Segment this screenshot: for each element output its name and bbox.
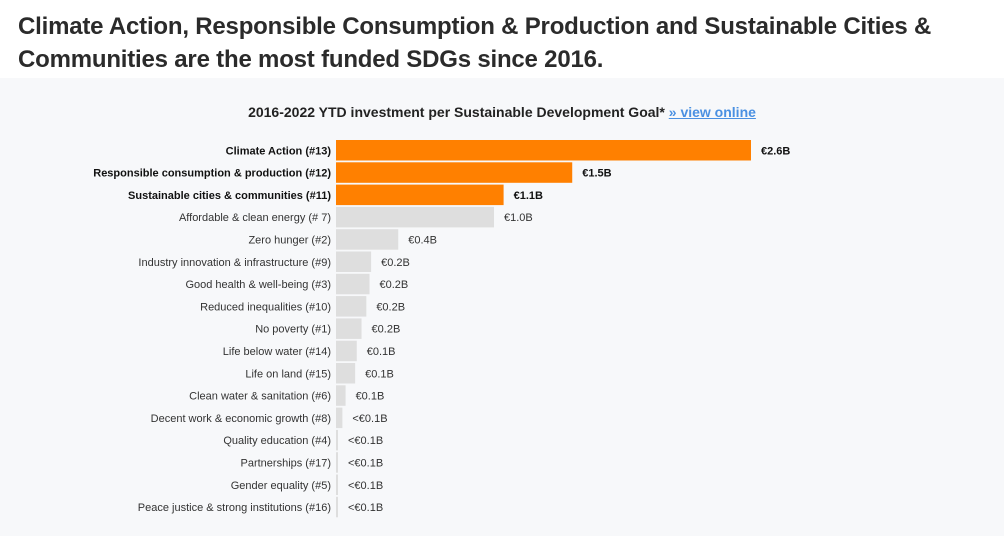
value-label: <€0.1B <box>348 457 383 469</box>
view-online-link[interactable]: » view online <box>668 104 756 120</box>
category-label: Sustainable cities & communities (#11) <box>128 190 331 202</box>
bar <box>336 474 338 495</box>
bar <box>336 140 751 161</box>
bar <box>336 229 399 250</box>
category-label: Life on land (#15) <box>245 368 331 380</box>
bar <box>336 496 338 518</box>
category-label: Quality education (#4) <box>223 435 331 447</box>
category-label: Partnerships (#17) <box>241 457 332 469</box>
category-label: Climate Action (#13) <box>226 145 332 157</box>
category-label: Peace justice & strong institutions (#16… <box>138 502 331 514</box>
chart-title: 2016-2022 YTD investment per Sustainable… <box>0 104 1004 120</box>
bar <box>336 363 356 384</box>
category-label: Industry innovation & infrastructure (#9… <box>138 257 331 269</box>
category-label: Reduced inequalities (#10) <box>200 301 331 313</box>
value-label: €1.5B <box>582 168 611 180</box>
category-label: Good health & well-being (#3) <box>185 279 331 291</box>
value-label: €0.1B <box>365 368 394 380</box>
bar <box>336 273 370 295</box>
bar <box>336 251 372 272</box>
bar <box>336 184 504 206</box>
bar <box>336 340 357 362</box>
category-label: Affordable & clean energy (# 7) <box>179 212 331 224</box>
value-label: €0.1B <box>367 346 396 358</box>
value-label: €0.2B <box>380 279 409 291</box>
category-label: Zero hunger (#2) <box>248 234 331 246</box>
bar <box>336 452 338 473</box>
chart-title-text: 2016-2022 YTD investment per Sustainable… <box>248 104 665 120</box>
category-label: Life below water (#14) <box>223 346 331 358</box>
value-label: €1.0B <box>504 212 533 224</box>
value-label: €1.1B <box>514 190 543 202</box>
value-label: €0.4B <box>408 234 437 246</box>
bar <box>336 206 495 228</box>
bar <box>336 296 367 317</box>
bar <box>336 407 343 429</box>
value-label: €0.2B <box>372 324 401 336</box>
value-label: €0.2B <box>381 257 410 269</box>
category-label: No poverty (#1) <box>255 324 331 336</box>
value-label: €0.1B <box>356 391 385 403</box>
category-label: Responsible consumption & production (#1… <box>93 168 331 180</box>
bar <box>336 385 346 406</box>
value-label: <€0.1B <box>348 435 383 447</box>
value-label: €2.6B <box>761 145 790 157</box>
value-label: <€0.1B <box>348 480 383 492</box>
headline: Climate Action, Responsible Consumption … <box>18 13 932 73</box>
category-label: Gender equality (#5) <box>231 480 331 492</box>
bar <box>336 162 573 183</box>
category-label: Decent work & economic growth (#8) <box>151 413 331 425</box>
category-label: Clean water & sanitation (#6) <box>189 391 331 403</box>
bar <box>336 318 362 339</box>
value-label: €0.2B <box>376 301 405 313</box>
value-label: <€0.1B <box>348 502 383 514</box>
value-label: <€0.1B <box>352 413 387 425</box>
bar <box>336 429 338 451</box>
